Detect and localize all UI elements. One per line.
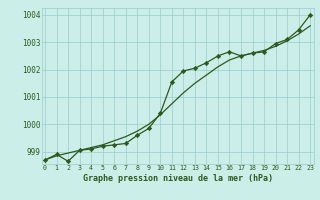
X-axis label: Graphe pression niveau de la mer (hPa): Graphe pression niveau de la mer (hPa) <box>83 174 273 183</box>
